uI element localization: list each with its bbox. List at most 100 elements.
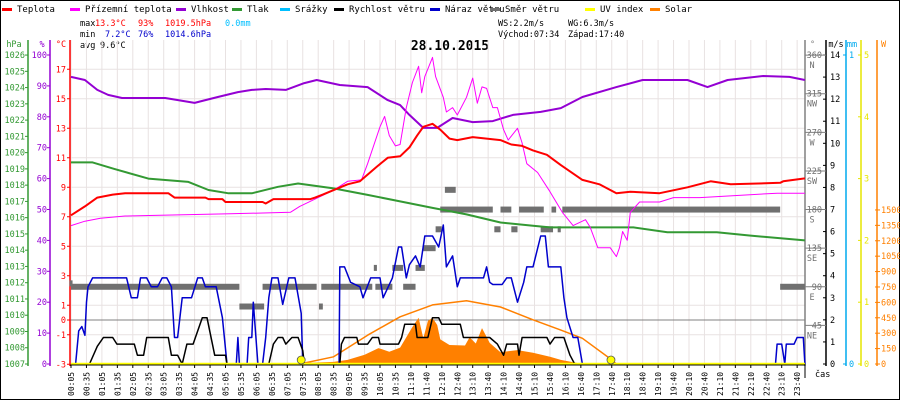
- x-tick-label: 01:35: [113, 372, 122, 396]
- series-teplota-line: [70, 122, 806, 217]
- wind-speed-axis-tick-label: 12: [830, 95, 840, 105]
- series-rychlost-v-tru-line: [88, 316, 576, 365]
- wind-direction-mark: [69, 280, 73, 287]
- x-tick-label: 05:35: [237, 372, 246, 396]
- x-tick-label: 14:10: [500, 372, 509, 396]
- x-tick-label: 19:40: [670, 372, 679, 396]
- pressure-axis-tick-label: 1013: [5, 262, 25, 272]
- x-tick-label: 03:05: [160, 372, 169, 396]
- series-n-raz-v-tru-line: [74, 224, 806, 365]
- sunrise-marker: [296, 355, 306, 365]
- wind-speed-axis-tick-label: 7: [830, 206, 835, 216]
- direction-tick-label: 270: [807, 128, 822, 138]
- wind-direction-mark: [551, 206, 557, 213]
- wind-direction-mark: [519, 206, 544, 213]
- x-tick-label: 11:40: [422, 372, 431, 396]
- temperature-axis-tick-label: 5: [61, 242, 66, 252]
- legend-label: Rychlost větru: [349, 5, 425, 15]
- solar-axis-tick-label: 1050: [881, 252, 900, 262]
- uv-axis-tick-label: 3: [864, 175, 869, 185]
- humidity-axis-tick-label: 30: [37, 267, 47, 277]
- x-tick-label: 00:05: [67, 372, 76, 396]
- solar-axis-tick-label: 750: [881, 283, 896, 293]
- pressure-axis-tick-label: 1026: [5, 51, 25, 61]
- legend-swatch-3: [232, 8, 242, 11]
- rain-axis-unit-label: mm: [847, 40, 857, 50]
- legend-swatch-2: [176, 8, 186, 11]
- humidity-axis-tick-label: 10: [37, 329, 47, 339]
- wind-speed-axis-tick-label: 0: [830, 360, 835, 370]
- wind-direction-mark: [562, 206, 781, 213]
- legend-swatch-9: [650, 8, 660, 11]
- temperature-axis-tick-label: 13: [56, 124, 66, 134]
- x-tick-label: 17:40: [608, 372, 617, 396]
- legend-swatch-4: [280, 8, 290, 11]
- wind-speed-axis-tick-label: 9: [830, 161, 835, 171]
- wind-direction-mark: [239, 303, 265, 310]
- wind-speed-axis-tick-label: 14: [830, 51, 840, 61]
- x-tick-label: 16:10: [561, 372, 570, 396]
- pressure-axis-tick-label: 1025: [5, 67, 25, 77]
- solar-axis-tick-label: 900: [881, 268, 896, 278]
- x-tick-label: 12:10: [438, 372, 447, 396]
- pressure-axis-tick-label: 1016: [5, 214, 25, 224]
- wind-speed-axis-tick-label: 10: [830, 139, 840, 149]
- legend-label: Směr větru: [505, 5, 559, 15]
- temperature-axis-tick-label: 17: [56, 65, 66, 75]
- wind-direction-mark: [373, 264, 377, 271]
- x-tick-label: 01:05: [98, 372, 107, 396]
- legend-label: Přízemní teplota: [85, 5, 172, 15]
- x-tick-label: 15:40: [546, 372, 555, 396]
- wind-direction-mark: [415, 264, 425, 271]
- x-tick-label: 09:35: [361, 372, 370, 396]
- wind-direction-mark: [557, 226, 561, 233]
- legend-swatch-7: [490, 8, 500, 11]
- direction-name-label: E: [809, 293, 814, 303]
- legend-swatch-6: [430, 8, 440, 11]
- stat-max-pressure: 1019.5hPa: [165, 19, 211, 29]
- wind-direction-mark: [262, 283, 317, 290]
- direction-tick-label: 135: [807, 244, 822, 254]
- chart-title: 28.10.2015: [411, 39, 489, 54]
- solar-axis-tick-label: 300: [881, 329, 896, 339]
- wind-direction-mark: [423, 245, 436, 252]
- pressure-axis-tick-label: 1021: [5, 132, 25, 142]
- pressure-axis-tick-label: 1024: [5, 84, 25, 94]
- temperature-axis-unit-label: °C: [56, 40, 66, 50]
- humidity-axis-tick-label: 20: [37, 298, 47, 308]
- wind-speed-axis-unit-label: m/s: [828, 40, 843, 50]
- solar-axis-tick-label: 0: [881, 360, 886, 370]
- wind-speed-axis-tick-label: 6: [830, 228, 835, 238]
- humidity-axis-tick-label: 70: [37, 144, 47, 154]
- direction-axis-unit-label: °: [810, 40, 815, 50]
- uv-axis-tick-label: 2: [864, 236, 869, 246]
- stat-wind-speed: WS:2.2m/s: [498, 19, 544, 29]
- x-tick-label: 08:35: [330, 372, 339, 396]
- pressure-axis-tick-label: 1015: [5, 230, 25, 240]
- x-tick-label: 14:40: [515, 372, 524, 396]
- wind-direction-mark: [540, 226, 554, 233]
- legend-swatch-0: [2, 8, 12, 11]
- legend-swatch-1: [70, 8, 80, 11]
- legend-label: Solar: [665, 5, 693, 15]
- pressure-axis-unit-label: hPa: [6, 40, 21, 50]
- solar-axis-tick-label: 1500: [881, 206, 900, 216]
- x-tick-label: 04:05: [191, 372, 200, 396]
- rain-axis-tick-label: 1: [849, 51, 854, 61]
- x-tick-label: 13:40: [484, 372, 493, 396]
- pressure-axis-tick-label: 1008: [5, 344, 25, 354]
- rain-axis-tick-label: 0: [849, 360, 854, 370]
- x-tick-label: 11:10: [407, 372, 416, 396]
- temperature-axis-tick-label: 15: [56, 95, 66, 105]
- wind-direction-mark: [375, 283, 393, 290]
- x-tick-label: 09:05: [345, 372, 354, 396]
- x-tick-label: 00:35: [82, 372, 91, 396]
- x-tick-label: 20:10: [685, 372, 694, 396]
- stat-max-rain: 0.0mm: [225, 19, 251, 29]
- stat-max-humidity: 93%: [138, 19, 153, 29]
- x-tick-label: 07:05: [283, 372, 292, 396]
- x-tick-label: 16:40: [577, 372, 586, 396]
- x-tick-label: 12:40: [453, 372, 462, 396]
- stat-min-label: min: [80, 30, 95, 40]
